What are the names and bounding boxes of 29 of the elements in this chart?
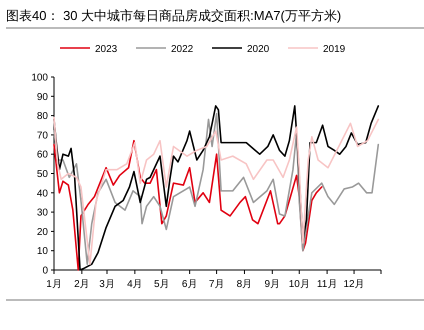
y-tick-label: 20	[36, 226, 48, 238]
y-tick-label: 100	[31, 72, 48, 84]
x-tick-label: 12月	[343, 279, 365, 290]
x-tick-label: 3月	[99, 279, 115, 290]
x-tick-label: 4月	[127, 279, 143, 290]
x-tick-label: 8月	[236, 279, 252, 290]
chart-title: 图表40： 30 大中城市每日商品房成交面积:MA7(万平方米)	[6, 8, 342, 23]
x-tick-label: 10月	[288, 279, 310, 290]
line-series	[53, 140, 323, 271]
y-tick-label: 30	[36, 208, 48, 219]
y-tick-label: 50	[36, 169, 48, 180]
x-tick-label: 2月	[74, 279, 90, 290]
y-tick-label: 80	[36, 111, 48, 122]
legend-label: 2019	[323, 44, 346, 55]
y-tick-label: 0	[42, 266, 48, 276]
x-tick-label: 6月	[182, 279, 198, 290]
y-tick-label: 40	[36, 188, 48, 200]
legend-label: 2022	[171, 44, 194, 55]
x-tick-label: 7月	[208, 279, 224, 290]
y-tick-label: 60	[36, 150, 48, 161]
legend-label: 2023	[95, 44, 118, 55]
y-tick-label: 90	[36, 92, 48, 103]
x-tick-label: 9月	[264, 279, 280, 290]
x-tick-label: 5月	[154, 279, 170, 290]
x-tick-label: 11月	[316, 279, 338, 290]
y-tick-label: 10	[36, 246, 48, 258]
x-tick-label: 1月	[46, 279, 62, 290]
y-tick-label: 70	[36, 130, 48, 142]
legend-label: 2020	[247, 44, 270, 55]
